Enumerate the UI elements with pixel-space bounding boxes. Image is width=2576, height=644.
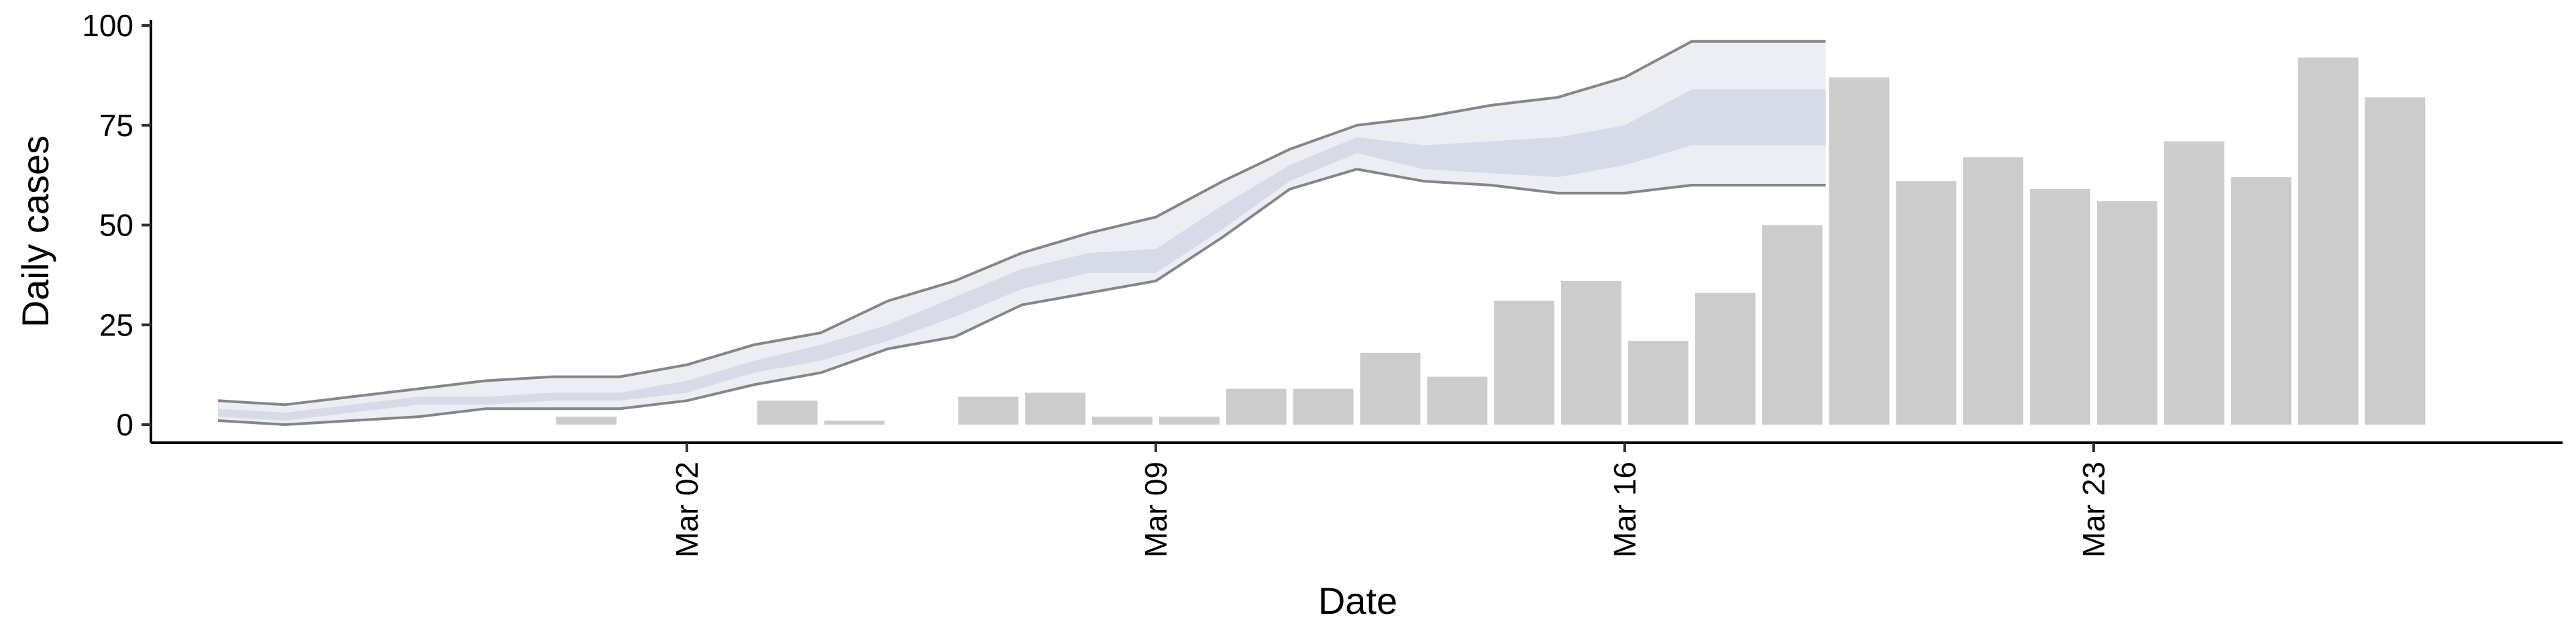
bar — [2231, 177, 2292, 425]
y-tick-label: 50 — [99, 208, 133, 243]
lower-bound-line — [217, 168, 1826, 427]
bar — [1427, 376, 1488, 425]
bar — [757, 400, 818, 425]
y-axis-title: Daily cases — [14, 136, 56, 327]
bar — [1896, 181, 1957, 425]
bar — [2030, 189, 2090, 425]
inner-interval-band — [217, 89, 1826, 421]
bar — [1025, 392, 1086, 425]
x-tick-label: Mar 16 — [1607, 462, 1642, 557]
x-axis: Mar 02 Mar 09 Mar 16 Mar 23 — [151, 441, 2563, 557]
x-tick-label: Mar 23 — [2076, 462, 2111, 557]
bar — [1226, 388, 1287, 425]
outer-interval-overlay — [217, 41, 1826, 425]
bar — [1159, 417, 1220, 425]
bar — [1494, 301, 1555, 425]
bar — [2097, 201, 2157, 425]
bar — [958, 396, 1019, 425]
y-tick-label: 75 — [99, 108, 133, 143]
y-axis: 0 25 50 75 100 — [82, 8, 152, 443]
bar — [1963, 157, 2024, 425]
x-axis-title: Date — [1318, 580, 1397, 622]
bar — [2365, 97, 2426, 425]
upper-bound-line — [217, 40, 1826, 407]
plot-area — [217, 40, 2426, 427]
bar — [556, 417, 617, 425]
bar — [824, 421, 885, 425]
bar — [1762, 225, 1823, 425]
bar — [2298, 57, 2359, 425]
bar — [1293, 388, 1354, 425]
y-tick-label: 100 — [82, 8, 133, 43]
x-tick-label: Mar 02 — [669, 462, 704, 557]
bar — [1561, 280, 1621, 425]
outer-interval-band — [217, 41, 1826, 425]
bar — [1627, 341, 1688, 425]
bar — [1695, 292, 1756, 425]
y-tick-label: 25 — [99, 307, 133, 342]
y-tick-label: 0 — [116, 407, 133, 442]
bar — [1829, 77, 1890, 425]
bar — [2163, 141, 2224, 425]
bar — [1360, 352, 1421, 425]
bar — [1092, 417, 1152, 425]
x-tick-label: Mar 09 — [1138, 462, 1173, 557]
